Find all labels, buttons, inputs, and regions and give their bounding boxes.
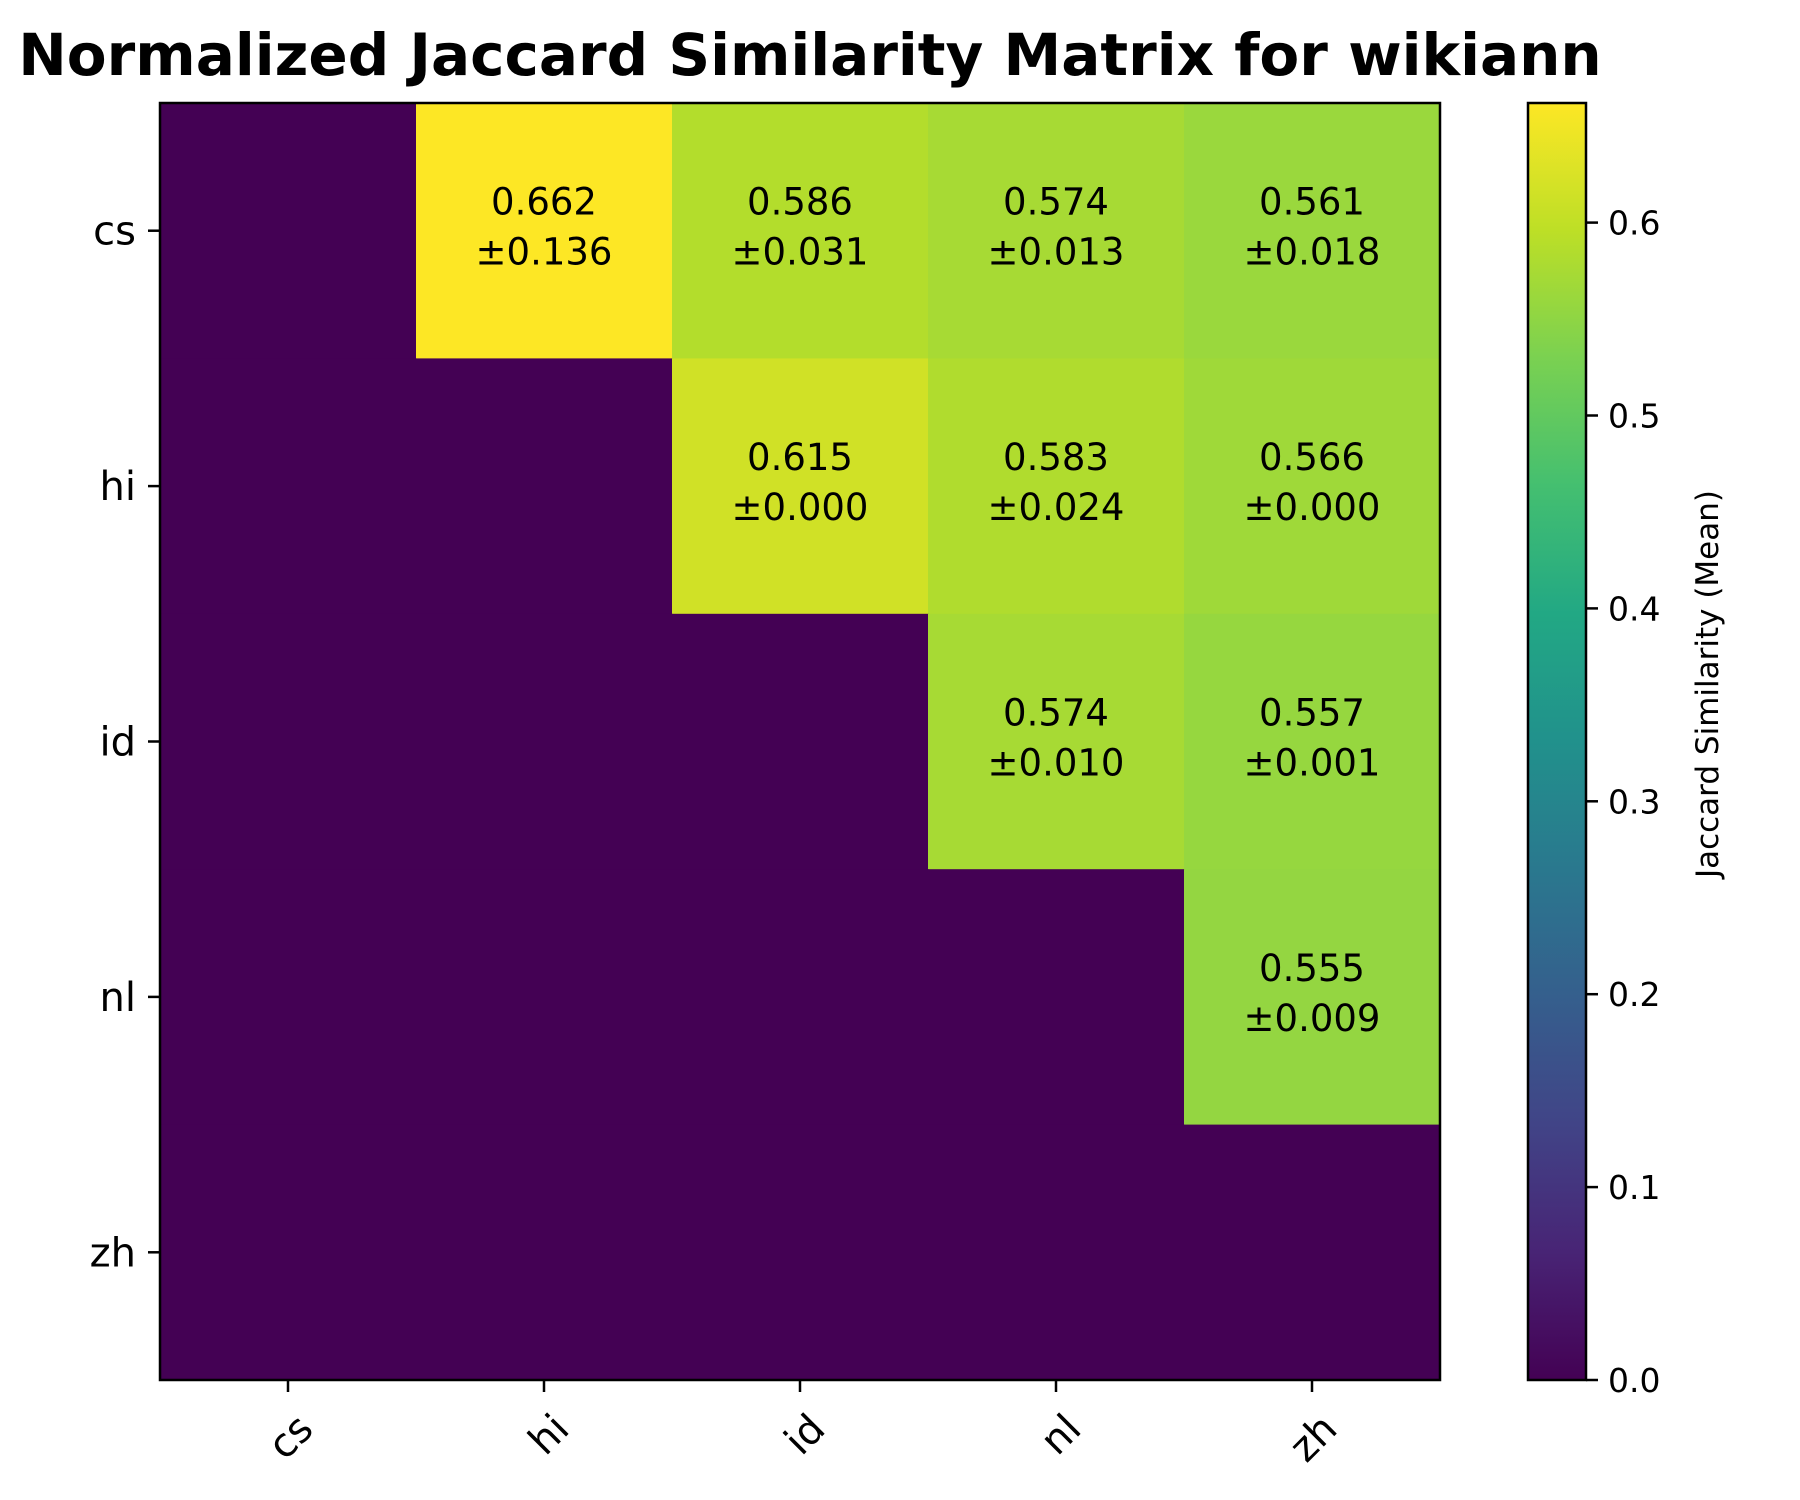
heatmap-cell bbox=[416, 358, 673, 615]
x-tick-label: hi bbox=[520, 1406, 578, 1464]
heatmap-cell bbox=[416, 613, 673, 870]
heatmap-cell bbox=[160, 869, 417, 1126]
heatmap-cell bbox=[672, 103, 929, 359]
cell-value-label: ±0.009 bbox=[1244, 997, 1381, 1040]
cell-value-label: 0.574 bbox=[1003, 181, 1109, 224]
heatmap-cell bbox=[160, 1124, 417, 1381]
y-tick-label: hi bbox=[100, 464, 136, 510]
heatmap-cell bbox=[416, 1124, 673, 1381]
chart-title: Normalized Jaccard Similarity Matrix for… bbox=[18, 21, 1601, 89]
heatmap-cell bbox=[928, 358, 1185, 615]
cell-value-label: 0.557 bbox=[1259, 692, 1365, 735]
colorbar-gradient bbox=[1528, 103, 1586, 1380]
cell-value-label: ±0.018 bbox=[1244, 231, 1381, 274]
cell-value-label: ±0.000 bbox=[1244, 486, 1381, 529]
heatmap-cell bbox=[928, 869, 1185, 1126]
x-tick-label: zh bbox=[1281, 1406, 1346, 1471]
cell-value-label: 0.574 bbox=[1003, 692, 1109, 735]
x-tick-label: nl bbox=[1032, 1406, 1090, 1464]
heatmap-cell bbox=[416, 869, 673, 1126]
colorbar-tick-label: 0.3 bbox=[1608, 782, 1660, 821]
cell-value-label: 0.561 bbox=[1259, 181, 1365, 224]
cell-value-label: ±0.031 bbox=[732, 231, 869, 274]
heatmap-cell bbox=[672, 1124, 929, 1381]
cell-value-label: 0.555 bbox=[1259, 947, 1365, 990]
cell-value-label: 0.583 bbox=[1003, 436, 1109, 479]
y-tick-label: nl bbox=[100, 975, 136, 1021]
cell-value-label: ±0.010 bbox=[988, 742, 1125, 785]
cell-value-label: ±0.013 bbox=[988, 231, 1125, 274]
y-tick-label: cs bbox=[93, 209, 136, 255]
y-tick-label: zh bbox=[90, 1230, 136, 1276]
heatmap-cell bbox=[928, 613, 1185, 870]
heatmap-cell bbox=[160, 103, 417, 359]
colorbar-tick-label: 0.6 bbox=[1608, 204, 1660, 243]
heatmap-cell bbox=[1184, 1124, 1441, 1381]
cell-value-label: 0.662 bbox=[491, 181, 597, 224]
heatmap-cell bbox=[1184, 869, 1441, 1126]
colorbar-tick-label: 0.4 bbox=[1608, 589, 1660, 628]
cell-value-label: 0.586 bbox=[747, 181, 853, 224]
cell-value-label: ±0.024 bbox=[988, 486, 1125, 529]
heatmap-cell bbox=[1184, 613, 1441, 870]
cell-value-label: 0.615 bbox=[747, 436, 853, 479]
cell-value-label: ±0.001 bbox=[1244, 742, 1381, 785]
y-tick-label: id bbox=[99, 720, 136, 766]
colorbar-tick-label: 0.2 bbox=[1608, 975, 1660, 1014]
heatmap-cells: 0.662 ±0.136 0.586 ±0.031 0.574 ±0.013 0.561 ±0… bbox=[160, 103, 1441, 1381]
colorbar: 0.0 0.1 0.2 0.3 0.4 0.5 0.6 Jaccard Similarity … bbox=[1526, 101, 1726, 1400]
x-tick-label: id bbox=[776, 1406, 834, 1464]
colorbar-tick-label: 0.0 bbox=[1608, 1361, 1660, 1400]
heatmap-cell bbox=[160, 613, 417, 870]
colorbar-label: Jaccard Similarity (Mean) bbox=[1690, 490, 1726, 880]
heatmap-cell bbox=[672, 613, 929, 870]
heatmap-cell bbox=[160, 358, 417, 615]
cell-value-label: ±0.000 bbox=[732, 486, 869, 529]
heatmap-cell bbox=[928, 1124, 1185, 1381]
heatmap-cell bbox=[672, 869, 929, 1126]
cell-value-label: 0.566 bbox=[1259, 436, 1365, 479]
colorbar-frame bbox=[1526, 101, 1588, 1382]
heatmap-cell bbox=[1184, 358, 1441, 615]
x-tick-label: cs bbox=[259, 1406, 322, 1469]
heatmap-cell bbox=[928, 103, 1185, 359]
cell-value-label: ±0.136 bbox=[476, 231, 613, 274]
colorbar-tick-label: 0.5 bbox=[1608, 396, 1660, 435]
colorbar-tick-label: 0.1 bbox=[1608, 1168, 1660, 1207]
heatmap-cell bbox=[672, 358, 929, 615]
heatmap-cell bbox=[416, 103, 673, 359]
heatmap-cell bbox=[1184, 103, 1441, 359]
